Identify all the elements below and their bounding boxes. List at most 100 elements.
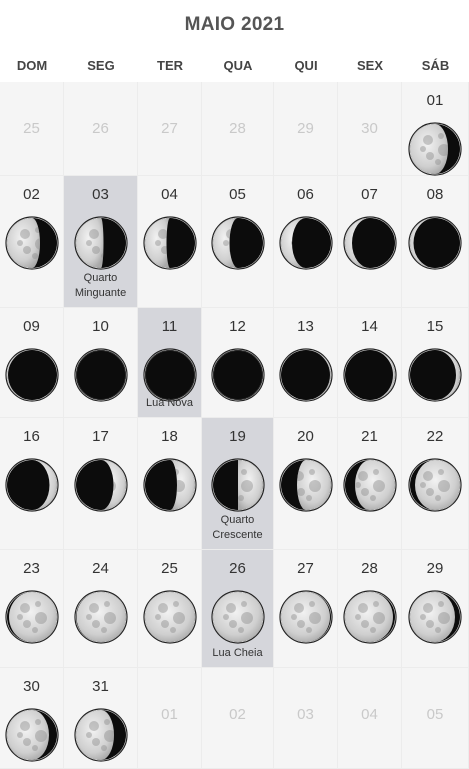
weekday-label: SEX xyxy=(356,58,383,73)
calendar-day[interactable]: 13 xyxy=(274,308,338,418)
calendar-day[interactable]: 17 xyxy=(64,418,138,550)
moon-phase xyxy=(0,590,63,644)
calendar-day[interactable]: 10 xyxy=(64,308,138,418)
moon-phase-icon xyxy=(210,458,265,512)
calendar-day-other-month[interactable]: 29 xyxy=(274,82,338,176)
calendar-day[interactable]: 26 Lua Cheia xyxy=(202,550,274,668)
calendar-day[interactable]: 01 xyxy=(402,82,469,176)
moon-phase-icon xyxy=(210,216,265,270)
calendar-day-other-month[interactable]: 05 xyxy=(402,668,469,769)
calendar-day-other-month[interactable]: 03 xyxy=(274,668,338,769)
calendar-day[interactable]: 09 xyxy=(0,308,64,418)
moon-phase-icon xyxy=(73,348,128,402)
day-number: 02 xyxy=(23,186,40,203)
calendar-day[interactable]: 14 xyxy=(338,308,402,418)
calendar-day-other-month[interactable]: 26 xyxy=(64,82,138,176)
weekday-label: SÁB xyxy=(421,58,450,73)
calendar-day[interactable]: 05 xyxy=(202,176,274,308)
calendar-day[interactable]: 06 xyxy=(274,176,338,308)
calendar-day[interactable]: 12 xyxy=(202,308,274,418)
calendar-day[interactable]: 19 Quarto Crescente xyxy=(202,418,274,550)
moon-phase-icon xyxy=(73,216,128,270)
calendar-day[interactable]: 02 xyxy=(0,176,64,308)
day-number: 03 xyxy=(297,706,314,723)
calendar-day[interactable]: 03 Quarto Minguante xyxy=(64,176,138,308)
calendar-day[interactable]: 21 xyxy=(338,418,402,550)
day-number: 13 xyxy=(297,318,314,335)
calendar-day[interactable]: 20 xyxy=(274,418,338,550)
weekday-label: TER xyxy=(157,58,183,73)
moon-phase-icon xyxy=(73,590,128,644)
weekday-label: QUI xyxy=(294,58,318,73)
moon-phase-icon xyxy=(278,348,333,402)
day-number: 01 xyxy=(161,706,178,723)
moon-phase xyxy=(64,590,137,644)
calendar-day[interactable]: 16 xyxy=(0,418,64,550)
weekday-label: DOM xyxy=(16,58,48,73)
calendar-day-other-month[interactable]: 30 xyxy=(338,82,402,176)
moon-phase-icon xyxy=(142,458,197,512)
moon-phase-icon xyxy=(210,590,265,644)
moon-phase xyxy=(138,458,201,512)
moon-phase-icon xyxy=(73,708,128,762)
moon-phase xyxy=(274,348,337,402)
day-number: 29 xyxy=(297,120,314,137)
day-number: 12 xyxy=(229,318,246,335)
weekday-label: QUA xyxy=(223,58,253,73)
moon-phase xyxy=(274,458,337,512)
calendar-day-other-month[interactable]: 28 xyxy=(202,82,274,176)
moon-phase xyxy=(0,348,63,402)
calendar-day[interactable]: 18 xyxy=(138,418,202,550)
calendar-day-other-month[interactable]: 04 xyxy=(338,668,402,769)
calendar-day[interactable]: 11 Lua Nova xyxy=(138,308,202,418)
moon-phase xyxy=(338,458,401,512)
calendar-day-other-month[interactable]: 02 xyxy=(202,668,274,769)
day-number: 18 xyxy=(161,428,178,445)
calendar-title: MAIO 2021 xyxy=(184,14,285,35)
moon-phase xyxy=(138,590,201,644)
day-number: 21 xyxy=(361,428,378,445)
moon-phase xyxy=(338,348,401,402)
calendar-day-other-month[interactable]: 01 xyxy=(138,668,202,769)
day-number: 05 xyxy=(426,706,444,723)
day-number: 28 xyxy=(361,560,378,577)
day-number: 30 xyxy=(361,120,378,137)
moon-phase-icon xyxy=(342,216,397,270)
calendar-day[interactable]: 22 xyxy=(402,418,469,550)
moon-phase xyxy=(338,216,401,270)
calendar-day[interactable]: 25 xyxy=(138,550,202,668)
calendar-day[interactable]: 23 xyxy=(0,550,64,668)
day-number: 27 xyxy=(161,120,178,137)
day-number: 09 xyxy=(23,318,40,335)
day-number: 28 xyxy=(229,120,246,137)
day-number: 06 xyxy=(297,186,314,203)
day-number: 02 xyxy=(229,706,246,723)
calendar-day-other-month[interactable]: 27 xyxy=(138,82,202,176)
phase-label: Quarto Minguante xyxy=(74,272,127,299)
moon-phase-icon xyxy=(4,708,59,762)
moon-phase xyxy=(338,590,401,644)
moon-phase-icon xyxy=(278,590,333,644)
calendar-day[interactable]: 29 xyxy=(402,550,469,668)
calendar-day[interactable]: 24 xyxy=(64,550,138,668)
calendar-day[interactable]: 15 xyxy=(402,308,469,418)
day-number: 08 xyxy=(426,186,444,203)
calendar-day[interactable]: 28 xyxy=(338,550,402,668)
calendar-day[interactable]: 30 xyxy=(0,668,64,769)
moon-phase xyxy=(402,216,468,270)
calendar-day[interactable]: 08 xyxy=(402,176,469,308)
moon-phase xyxy=(138,348,201,402)
moon-phase xyxy=(402,122,468,176)
day-number: 04 xyxy=(161,186,178,203)
calendar-day[interactable]: 27 xyxy=(274,550,338,668)
moon-phase-icon xyxy=(142,348,197,402)
weekday-label: SEG xyxy=(87,58,115,73)
calendar-day[interactable]: 31 xyxy=(64,668,138,769)
day-number: 26 xyxy=(92,120,109,137)
moon-phase xyxy=(0,708,63,762)
moon-phase-icon xyxy=(342,458,397,512)
calendar-day[interactable]: 07 xyxy=(338,176,402,308)
calendar-day[interactable]: 04 xyxy=(138,176,202,308)
moon-phase-icon xyxy=(210,348,265,402)
calendar-day-other-month[interactable]: 25 xyxy=(0,82,64,176)
